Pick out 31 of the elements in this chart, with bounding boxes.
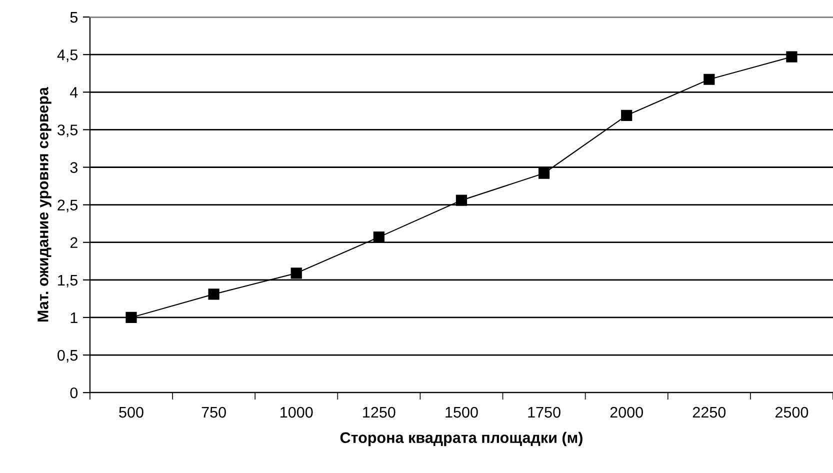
x-tick-label: 1750	[528, 406, 560, 418]
x-tick-label: 1250	[363, 406, 396, 418]
point	[621, 110, 632, 121]
x-tick-label: 2500	[775, 406, 808, 418]
y-tick-label: 3	[70, 162, 78, 173]
point	[373, 232, 384, 243]
x-tick-label: 500	[119, 406, 144, 418]
y-tick-label: 0	[70, 387, 78, 398]
x-tick-label: 1000	[280, 406, 313, 418]
y-tick-label: 2	[70, 237, 78, 248]
x-tick-label: 2000	[610, 406, 643, 418]
y-tick-label: 3,5	[58, 124, 78, 138]
point	[704, 74, 715, 85]
x-tick-label: 750	[202, 406, 226, 418]
point	[538, 168, 550, 179]
x-tick-label: 1500	[446, 406, 478, 418]
y-axis-title: Мат. ожидание уровня сервера	[38, 86, 52, 322]
y-tick-label: 4	[70, 87, 78, 98]
point	[208, 288, 220, 300]
x-tick-label: 2250	[692, 406, 726, 418]
y-tick-label: 2,5	[58, 200, 78, 212]
y-tick-label: 1,5	[58, 274, 78, 288]
point	[456, 194, 468, 206]
point	[290, 268, 302, 279]
y-tick-label: 1	[70, 312, 78, 324]
x-axis-title: Сторона квадрата площадки (м)	[340, 432, 582, 446]
point	[126, 312, 137, 324]
y-tick-label: 0,5	[58, 350, 78, 363]
y-tick-label: 5	[70, 12, 78, 23]
y-tick-label: 4,5	[57, 50, 78, 62]
point	[786, 51, 798, 62]
